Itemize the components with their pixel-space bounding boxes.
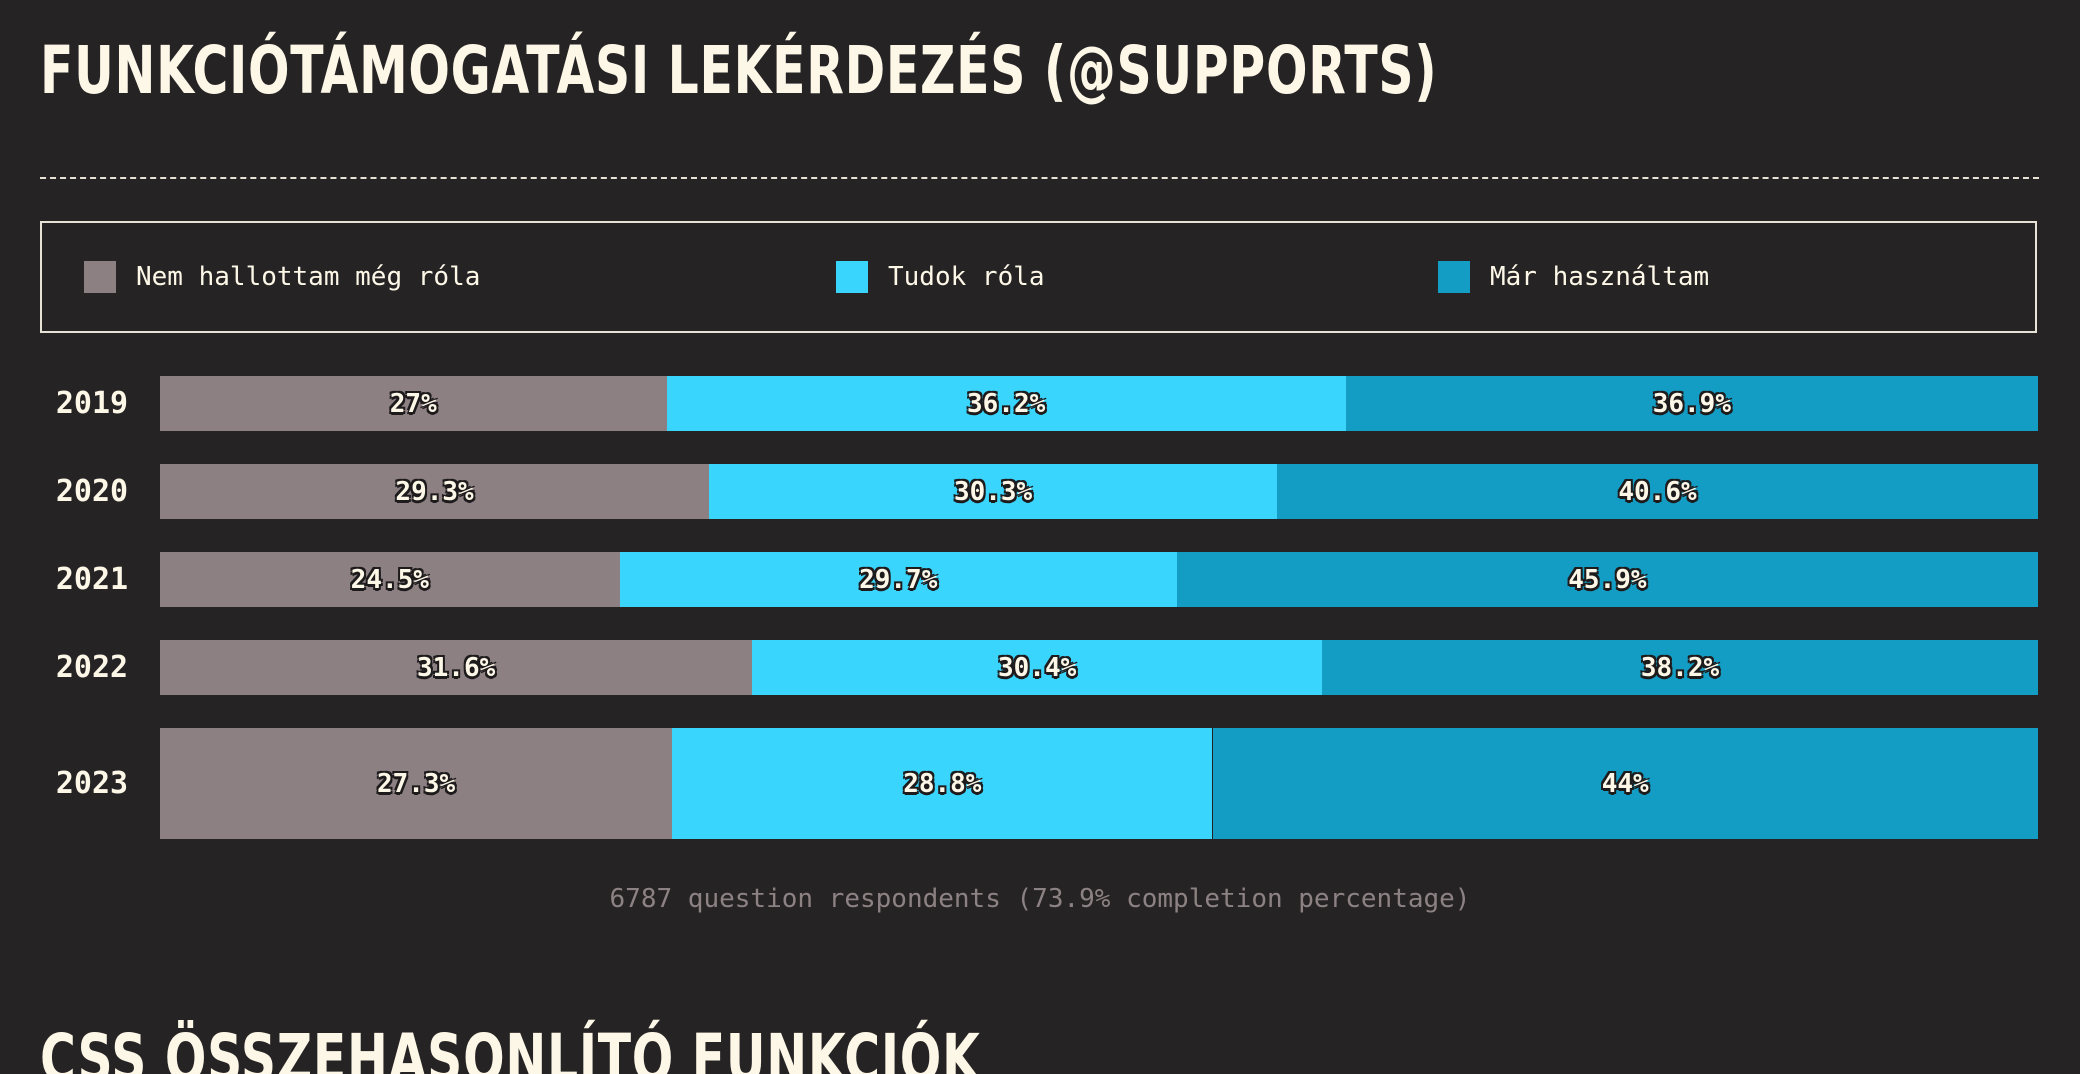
data-label-heard-2019: 36.2%: [966, 388, 1046, 419]
bar-heard-2019[interactable]: 36.2%: [666, 376, 1346, 431]
data-label-used-2022: 38.2%: [1640, 652, 1720, 683]
data-label-used-2023: 44%: [1601, 768, 1649, 799]
data-label-never-heard-2021: 24.5%: [350, 564, 429, 595]
bar-never-heard-2019[interactable]: 27%: [160, 376, 667, 431]
bar-heard-2020[interactable]: 30.3%: [709, 464, 1278, 519]
bar-heard-2021[interactable]: 29.7%: [619, 552, 1177, 607]
data-label-never-heard-2019: 27%: [389, 388, 437, 419]
title-divider: [40, 177, 2039, 179]
bar-used-2020[interactable]: 40.6%: [1277, 464, 2038, 519]
legend-label-used: Már használtam: [1490, 262, 1710, 292]
data-label-heard-2023: 28.8%: [903, 768, 982, 799]
next-section-title: CSS összehasonlító funkciók: [40, 1020, 981, 1074]
legend-label-never-heard: Nem hallottam még róla: [136, 262, 481, 292]
data-label-used-2021: 45.9%: [1568, 564, 1647, 595]
row-label-2021: 2021: [55, 562, 129, 597]
data-label-used-2019: 36.9%: [1652, 388, 1731, 419]
bar-used-2019[interactable]: 36.9%: [1345, 376, 2038, 431]
legend-label-heard: Tudok róla: [888, 262, 1045, 292]
page-title: Funkciótámogatási lekérdezés (@supports): [40, 32, 1438, 109]
bar-never-heard-2020[interactable]: 29.3%: [160, 464, 710, 519]
chart-legend: Nem hallottam még róla Tudok róla Már ha…: [40, 221, 2037, 333]
row-label-2019: 2019: [55, 386, 129, 421]
legend-swatch-used: [1438, 261, 1470, 293]
row-label-2023: 2023: [55, 766, 129, 801]
bar-used-2022[interactable]: 38.2%: [1322, 640, 2038, 695]
legend-item-heard[interactable]: Tudok róla: [836, 223, 1045, 331]
data-label-never-heard-2023: 27.3%: [376, 768, 456, 799]
row-label-2022: 2022: [55, 650, 129, 685]
data-label-used-2020: 40.6%: [1618, 476, 1697, 507]
legend-item-used[interactable]: Már használtam: [1438, 223, 1709, 331]
data-label-heard-2022: 30.4%: [997, 652, 1077, 683]
row-label-2020: 2020: [55, 474, 129, 509]
data-label-never-heard-2022: 31.6%: [416, 652, 496, 683]
bar-never-heard-2022[interactable]: 31.6%: [160, 640, 753, 695]
bar-used-2023[interactable]: 44%: [1212, 728, 2038, 839]
data-label-heard-2020: 30.3%: [953, 476, 1033, 507]
data-label-never-heard-2020: 29.3%: [395, 476, 474, 507]
stacked-bar-chart: 2019 27% 36.2% 36.9% 2020 29.3% 30.3% 40.6% 2021…: [55, 376, 2038, 839]
bar-never-heard-2021[interactable]: 24.5%: [160, 552, 620, 607]
respondents-footnote: 6787 question respondents (73.9% complet…: [609, 884, 1471, 914]
bar-heard-2022[interactable]: 30.4%: [752, 640, 1323, 695]
bar-never-heard-2023[interactable]: 27.3%: [160, 728, 673, 839]
bar-heard-2023[interactable]: 28.8%: [672, 728, 1213, 839]
legend-swatch-heard: [836, 261, 868, 293]
bar-used-2021[interactable]: 45.9%: [1176, 552, 2038, 607]
legend-item-never-heard[interactable]: Nem hallottam még róla: [84, 223, 480, 331]
data-label-heard-2021: 29.7%: [859, 564, 938, 595]
legend-swatch-never-heard: [84, 261, 116, 293]
